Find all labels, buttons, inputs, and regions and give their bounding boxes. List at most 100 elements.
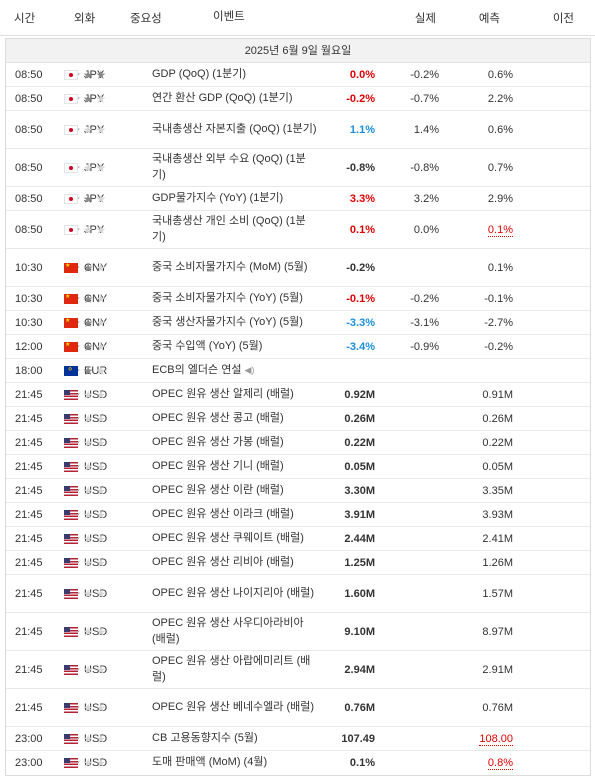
star-empty-icon: ★ [82, 700, 94, 715]
header-previous[interactable]: 이전 [552, 12, 574, 25]
header-forecast[interactable]: 예측 [478, 12, 500, 25]
currency-cell: USD [0, 461, 107, 473]
importance-cell: ★★★ [69, 317, 151, 329]
event-name[interactable]: 도매 판매액 (MoM) (4월) [151, 755, 319, 771]
event-name[interactable]: 국내총생산 외부 수요 (QoQ) (1분기) [151, 152, 319, 183]
event-name[interactable]: OPEC 원유 생산 아랍에미리트 (배럴) [151, 654, 319, 685]
event-name[interactable]: OPEC 원유 생산 쿠웨이트 (배럴) [151, 531, 319, 547]
importance-cell: ★★★ [69, 664, 151, 676]
importance-cell: ★★★ [69, 533, 151, 545]
event-name[interactable]: 중국 수입액 (YoY) (5월) [151, 339, 319, 355]
table-row[interactable]: 08:50 JPY★★★국내총생산 개인 소비 (QoQ) (1분기) 0.1% 0.… [6, 211, 590, 249]
forecast-value: -0.2% [410, 68, 439, 81]
us-flag-icon [64, 664, 78, 675]
actual-value: -0.2% [346, 261, 375, 274]
star-empty-icon: ★ [82, 586, 94, 601]
table-row[interactable]: 23:00 USD★★★CB 고용동향지수 (5월) 107.49 108.00 [6, 727, 590, 751]
event-time: 21:45 [15, 388, 43, 401]
event-name[interactable]: 국내총생산 개인 소비 (QoQ) (1분기) [151, 214, 319, 245]
table-row[interactable]: 21:45 USD★★★OPEC 원유 생산 이란 (배럴) 3.30M 3.35M [6, 479, 590, 503]
table-row[interactable]: 10:30 CNY★★★중국 생산자물가지수 (YoY) (5월) -3.3% -3.… [6, 311, 590, 335]
table-row[interactable]: 21:45 USD★★★OPEC 원유 생산 쿠웨이트 (배럴) 2.44M 2.41… [6, 527, 590, 551]
event-name[interactable]: OPEC 원유 생산 알제리 (배럴) [151, 387, 319, 403]
previous-revised[interactable]: 0.8% [487, 757, 513, 770]
table-row[interactable]: 21:45 USD★★★OPEC 원유 생산 이라크 (배럴) 3.91M 3.93M [6, 503, 590, 527]
event-name[interactable]: ECB의 엘더슨 연설 ◀) [151, 363, 319, 379]
actual-value: 0.22M [344, 436, 375, 449]
header-time[interactable]: 시간 [14, 12, 36, 25]
jp-flag-icon [64, 124, 78, 135]
table-row[interactable]: 21:45 USD★★★OPEC 원유 생산 리비아 (배럴) 1.25M 1.26M [6, 551, 590, 575]
header-actual[interactable]: 실제 [414, 12, 436, 25]
event-name[interactable]: 연간 환산 GDP (QoQ) (1분기) [151, 91, 319, 107]
event-name[interactable]: GDP (QoQ) (1분기) [151, 67, 319, 83]
previous-revised[interactable]: 108.00 [479, 732, 513, 746]
table-row[interactable]: 08:50 JPY★★★GDP물가지수 (YoY) (1분기) 3.3% 3.2% 2.… [6, 187, 590, 211]
table-row[interactable]: 08:50 JPY★★★연간 환산 GDP (QoQ) (1분기) -0.2% -0.… [6, 87, 590, 111]
event-name[interactable]: OPEC 원유 생산 기니 (배럴) [151, 459, 319, 475]
importance-cell: ★★★ [69, 485, 151, 497]
event-name[interactable]: OPEC 원유 생산 이란 (배럴) [151, 483, 319, 499]
importance-cell: ★★★ [69, 757, 151, 769]
event-time: 21:45 [15, 663, 43, 676]
table-row[interactable]: 10:30 CNY★★★중국 소비자물가지수 (MoM) (5월) -0.2% 0.1… [6, 249, 590, 287]
event-name-text: 중국 소비자물가지수 (MoM) (5월) [152, 260, 308, 273]
star-empty-icon: ★ [82, 411, 94, 426]
table-row[interactable]: 21:45 USD★★★OPEC 원유 생산 사우디아라비아 (배럴) 9.10M 8… [6, 613, 590, 651]
table-row[interactable]: 21:45 USD★★★OPEC 원유 생산 콩고 (배럴) 0.26M 0.26M [6, 407, 590, 431]
table-row[interactable]: 08:50 JPY★★★GDP (QoQ) (1분기) 0.0% -0.2% 0.6% [6, 63, 590, 87]
table-row[interactable]: 08:50 JPY★★★국내총생산 자본지출 (QoQ) (1분기) 1.1% 1.4… [6, 111, 590, 149]
event-name-text: CB 고용동향지수 (5월) [152, 731, 258, 744]
event-name[interactable]: OPEC 원유 생산 콩고 (배럴) [151, 411, 319, 427]
star-empty-icon: ★ [82, 731, 94, 746]
event-name[interactable]: OPEC 원유 생산 나이지리아 (배럴) [151, 586, 319, 602]
event-time: 21:45 [15, 436, 43, 449]
event-time: 10:30 [15, 261, 43, 274]
event-name-text: OPEC 원유 생산 콩고 (배럴) [152, 411, 284, 424]
table-row[interactable]: 12:00 CNY★★★중국 수입액 (YoY) (5월) -3.4% -0.9% -0… [6, 335, 590, 359]
previous-revised[interactable]: 0.1% [487, 223, 513, 237]
currency-code: JPY [84, 123, 105, 136]
event-name-text: ECB의 엘더슨 연설 [152, 363, 242, 376]
table-row[interactable]: 21:45 USD★★★OPEC 원유 생산 알제리 (배럴) 0.92M 0.91M [6, 383, 590, 407]
star-filled-icon: ★ [82, 91, 94, 106]
event-name[interactable]: OPEC 원유 생산 가봉 (배럴) [151, 435, 319, 451]
header-event[interactable]: 이벤트 [213, 10, 245, 23]
table-row[interactable]: 08:50 JPY★★★국내총생산 외부 수요 (QoQ) (1분기) -0.8% -… [6, 149, 590, 187]
table-row[interactable]: 21:45 USD★★★OPEC 원유 생산 베네수엘라 (배럴) 0.76M 0.7… [6, 689, 590, 727]
table-row[interactable]: 10:30 CNY★★★중국 소비자물가지수 (YoY) (5월) -0.1% -0.… [6, 287, 590, 311]
table-row[interactable]: 21:45 USD★★★OPEC 원유 생산 가봉 (배럴) 0.22M 0.22M [6, 431, 590, 455]
currency-code: USD [84, 532, 108, 545]
event-name[interactable]: 국내총생산 자본지출 (QoQ) (1분기) [151, 122, 319, 138]
currency-cell: JPY [0, 69, 104, 81]
header-importance[interactable]: 중요성 [130, 12, 162, 25]
event-name[interactable]: 중국 생산자물가지수 (YoY) (5월) [151, 315, 319, 331]
us-flag-icon [64, 557, 78, 568]
event-name[interactable]: OPEC 원유 생산 리비아 (배럴) [151, 555, 319, 571]
event-name[interactable]: 중국 소비자물가지수 (MoM) (5월) [151, 260, 319, 276]
event-name-text: OPEC 원유 생산 베네수엘라 (배럴) [152, 700, 315, 713]
event-name[interactable]: GDP물가지수 (YoY) (1분기) [151, 191, 319, 207]
forecast-value: 0.0% [413, 223, 439, 236]
table-row[interactable]: 21:45 USD★★★OPEC 원유 생산 기니 (배럴) 0.05M 0.05M [6, 455, 590, 479]
table-row[interactable]: 21:45 USD★★★OPEC 원유 생산 나이지리아 (배럴) 1.60M 1.5… [6, 575, 590, 613]
us-flag-icon [64, 733, 78, 744]
event-name[interactable]: OPEC 원유 생산 이라크 (배럴) [151, 507, 319, 523]
actual-value: 0.1% [349, 223, 375, 236]
event-name[interactable]: OPEC 원유 생산 사우디아라비아 (배럴) [151, 616, 319, 647]
header-currency[interactable]: 외화 [74, 12, 96, 25]
previous-value: 0.1% [439, 223, 515, 237]
currency-cell: JPY [0, 124, 104, 136]
event-name[interactable]: 중국 소비자물가지수 (YoY) (5월) [151, 291, 319, 307]
event-name[interactable]: OPEC 원유 생산 베네수엘라 (배럴) [151, 700, 319, 716]
table-row[interactable]: 18:00 EUR★★★ECB의 엘더슨 연설◀) [6, 359, 590, 383]
actual-value: 9.10M [344, 625, 375, 638]
previous-value: 3.93M [482, 508, 513, 521]
event-name-text: OPEC 원유 생산 기니 (배럴) [152, 459, 284, 472]
event-name[interactable]: CB 고용동향지수 (5월) [151, 731, 319, 747]
table-row[interactable]: 21:45 USD★★★OPEC 원유 생산 아랍에미리트 (배럴) 2.94M 2.… [6, 651, 590, 689]
event-time: 21:45 [15, 701, 43, 714]
star-empty-icon: ★ [95, 222, 107, 237]
